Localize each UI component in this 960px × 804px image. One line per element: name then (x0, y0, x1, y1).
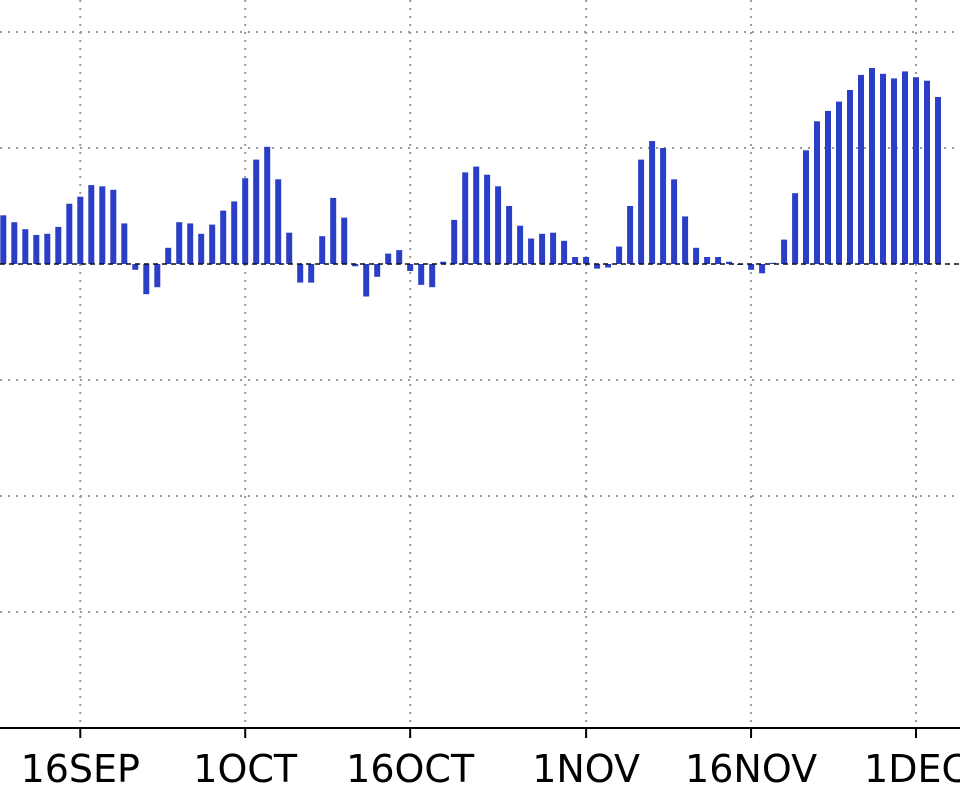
bar (385, 253, 392, 264)
bar (902, 71, 908, 265)
bar (836, 101, 842, 264)
x-tick-label: 1NOV (532, 747, 640, 791)
bar (572, 257, 579, 264)
bar (495, 186, 502, 264)
bar (627, 206, 634, 264)
bar (583, 257, 590, 264)
bar (407, 264, 414, 271)
bar (704, 257, 711, 264)
bar (517, 225, 524, 264)
bar (924, 80, 930, 264)
bar (803, 150, 809, 264)
bar (858, 74, 864, 265)
bar (847, 90, 853, 264)
bar (869, 68, 875, 264)
bar (825, 110, 831, 265)
bar (264, 146, 271, 264)
x-tick-label: 1OCT (193, 747, 298, 791)
bar (0, 215, 7, 264)
bar (286, 232, 293, 264)
bar (759, 264, 766, 274)
grid-layer (0, 0, 960, 728)
bar (440, 261, 447, 264)
x-axis-ticks (79, 728, 918, 738)
bar (781, 239, 788, 264)
bar (682, 216, 689, 264)
bar (275, 179, 282, 264)
bar (660, 148, 667, 264)
bar (88, 185, 95, 264)
bar (341, 217, 348, 264)
bar (616, 246, 623, 264)
bar (671, 179, 678, 264)
bar (935, 97, 941, 264)
bar (550, 232, 557, 264)
bar (506, 206, 513, 264)
bar (638, 159, 645, 264)
x-tick-label: 16NOV (685, 747, 817, 791)
bar (396, 250, 403, 264)
bar (99, 186, 106, 264)
bar (473, 166, 480, 264)
bar (66, 203, 73, 264)
bar (176, 222, 183, 264)
bar (198, 233, 205, 264)
x-tick-label: 16OCT (346, 747, 475, 791)
bar (330, 197, 337, 264)
bar (231, 201, 238, 264)
bar (528, 238, 535, 264)
x-tick-label: 1DEC (864, 747, 960, 791)
x-tick-label: 16SEP (21, 747, 140, 791)
bar (55, 226, 62, 264)
bar (297, 264, 304, 283)
bar (33, 235, 40, 264)
bar (165, 247, 172, 264)
bar (462, 172, 469, 264)
bar (539, 233, 546, 264)
bar (561, 240, 568, 264)
bar (220, 210, 227, 264)
bar (770, 262, 777, 264)
bar (726, 261, 733, 264)
bar (154, 264, 161, 288)
bar (110, 189, 117, 264)
bar (242, 178, 249, 264)
bar (11, 222, 18, 264)
bar (880, 73, 886, 264)
bar (418, 264, 425, 285)
bar (649, 141, 656, 264)
bar (748, 264, 755, 270)
bar (693, 247, 700, 264)
bar (187, 223, 194, 264)
bar (374, 264, 381, 277)
bar (913, 77, 919, 264)
bar (715, 257, 722, 264)
bar (308, 264, 315, 283)
bars-layer (0, 68, 941, 297)
bar (143, 264, 150, 295)
bar (891, 78, 897, 265)
bar (429, 264, 436, 288)
bar (132, 264, 139, 270)
bar (792, 193, 799, 264)
bar (363, 264, 370, 297)
bar (44, 233, 51, 264)
bar (605, 264, 612, 268)
bar (209, 224, 216, 264)
bar (121, 223, 128, 264)
x-axis-tick-labels: 16SEP 1OCT 16OCT 1NOV 16NOV 1DEC (21, 747, 960, 791)
bar (253, 159, 260, 264)
bar (451, 219, 458, 264)
bar (594, 264, 601, 269)
bar (814, 121, 820, 264)
bar (319, 236, 326, 264)
bar (22, 229, 29, 264)
bar (77, 196, 84, 264)
bar (484, 174, 491, 264)
bar (352, 264, 359, 267)
